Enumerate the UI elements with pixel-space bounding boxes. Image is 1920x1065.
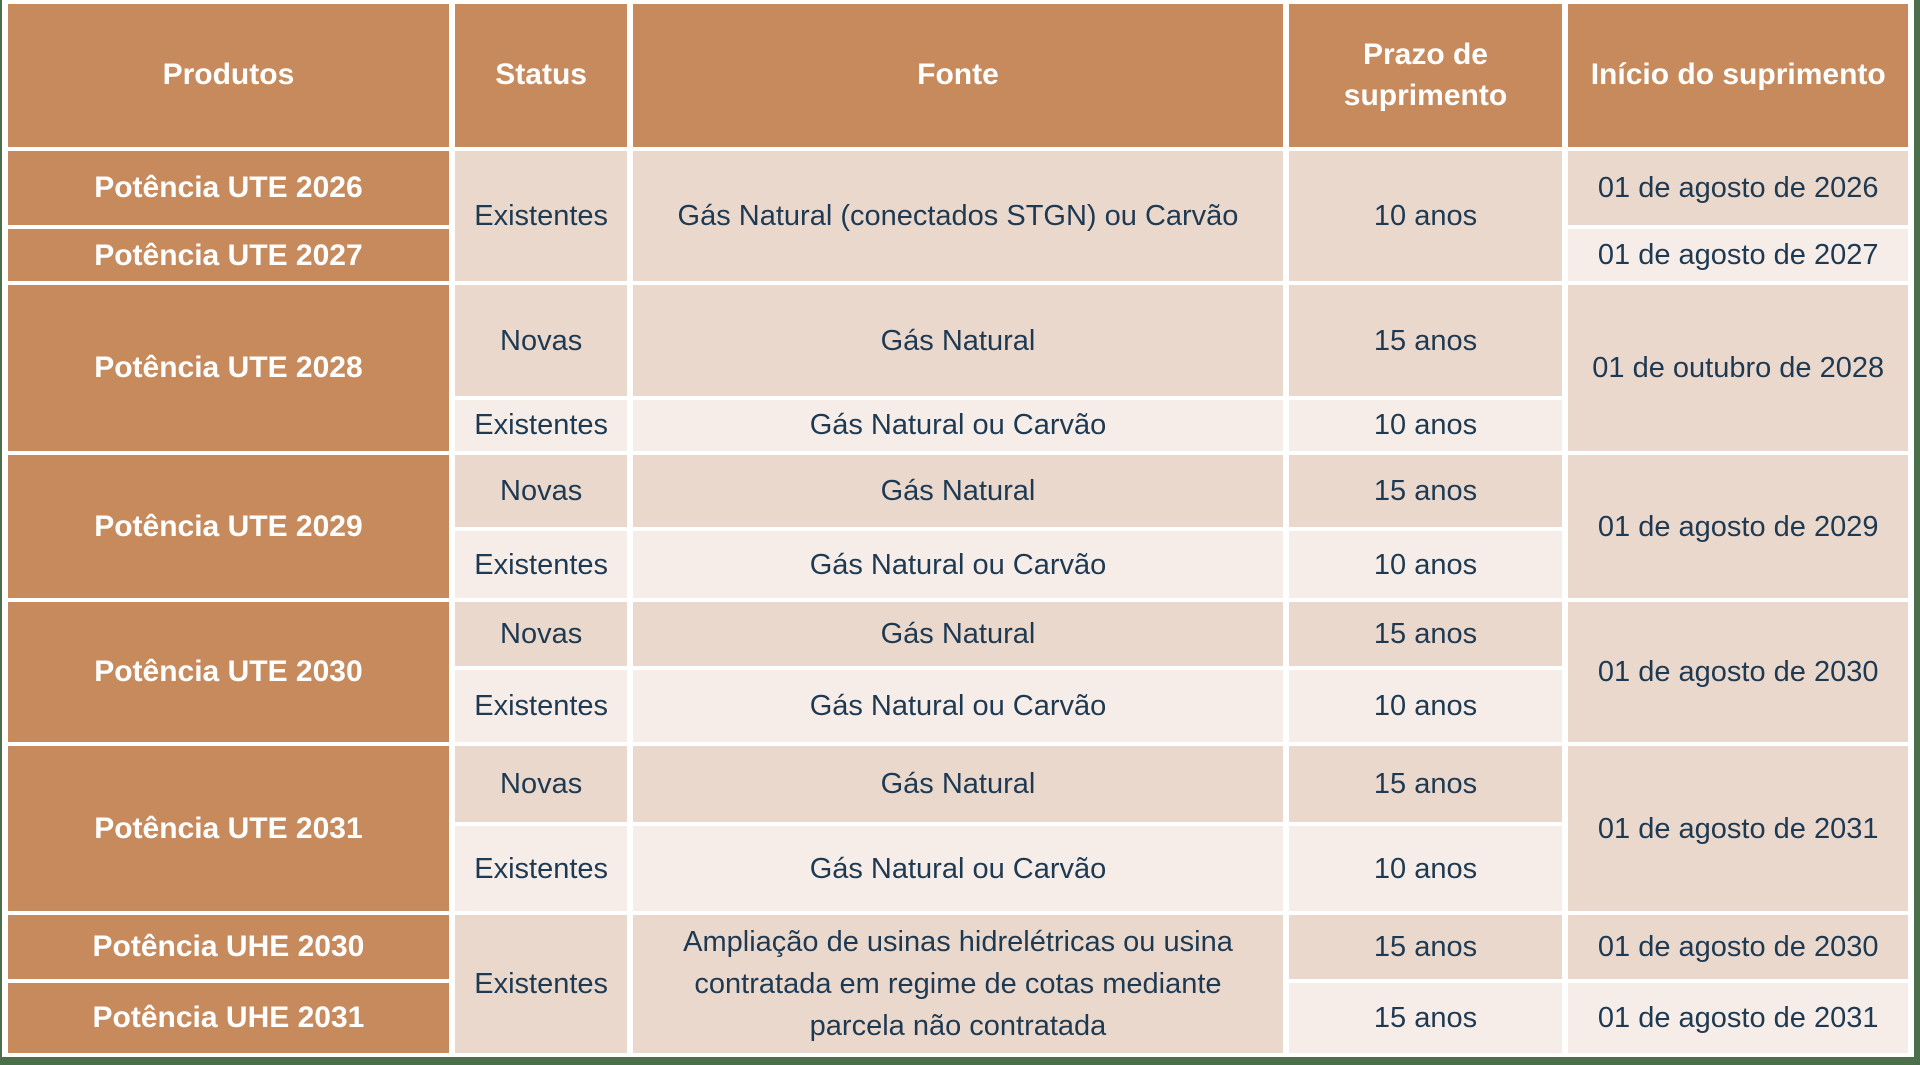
cell-prazo: 15 anos <box>1288 982 1563 1053</box>
cell-status: Existentes <box>454 399 628 451</box>
cell-prazo: 15 anos <box>1288 915 1563 979</box>
table-row: Existentes Gás Natural ou Carvão 10 anos <box>8 399 1908 451</box>
cell-prazo: 15 anos <box>1288 745 1563 823</box>
cell-fonte: Gás Natural ou Carvão <box>633 669 1283 742</box>
cell-prazo: 10 anos <box>1288 151 1563 282</box>
table-row: Potência UTE 2030 Novas Gás Natural 15 a… <box>8 602 1908 742</box>
cell-fonte: Gás Natural ou Carvão <box>633 531 1283 599</box>
cell-produto-ute-2029: Potência UTE 2029 <box>8 454 449 599</box>
cell-fonte: Gás Natural ou Carvão <box>633 826 1283 912</box>
header-prazo-suprimento: Prazo de suprimento <box>1288 4 1563 147</box>
cell-fonte: Gás Natural <box>633 602 1283 666</box>
table-row: Potência UTE 2026 Existentes Gás Natural… <box>8 151 1908 282</box>
cell-inicio: 01 de agosto de 2031 <box>1568 745 1908 912</box>
header-row: Produtos Status Fonte Prazo de supriment… <box>8 4 1908 147</box>
cell-produto-ute-2030: Potência UTE 2030 <box>8 602 449 742</box>
cell-prazo: 10 anos <box>1288 399 1563 451</box>
cell-status: Novas <box>454 745 628 823</box>
header-inicio-suprimento: Início do suprimento <box>1568 4 1908 147</box>
cell-inicio: 01 de agosto de 2030 <box>1568 915 1908 979</box>
cell-prazo: 15 anos <box>1288 454 1563 528</box>
cell-status: Novas <box>454 454 628 528</box>
cell-produto-uhe-2031: Potência UHE 2031 <box>8 982 449 1053</box>
table-row: Potência UTE 2031 Novas Gás Natural 15 a… <box>8 745 1908 912</box>
cell-fonte: Gás Natural <box>633 285 1283 396</box>
cell-fonte: Gás Natural ou Carvão <box>633 399 1283 451</box>
cell-prazo: 10 anos <box>1288 531 1563 599</box>
cell-inicio: 01 de agosto de 2027 <box>1568 229 1908 282</box>
cell-status: Existentes <box>454 151 628 282</box>
table-row: Existentes Gás Natural ou Carvão 10 anos <box>8 669 1908 742</box>
table-row: Potência UHE 2031 15 anos 01 de agosto d… <box>8 982 1908 1053</box>
cell-status: Existentes <box>454 826 628 912</box>
cell-inicio: 01 de outubro de 2028 <box>1568 285 1908 451</box>
cell-prazo: 10 anos <box>1288 669 1563 742</box>
cell-inicio: 01 de agosto de 2026 <box>1568 151 1908 226</box>
table-row: Potência UHE 2030 Existentes Ampliação d… <box>8 915 1908 1053</box>
header-fonte: Fonte <box>633 4 1283 147</box>
cell-status: Existentes <box>454 531 628 599</box>
cell-prazo: 10 anos <box>1288 826 1563 912</box>
cell-fonte: Ampliação de usinas hidrelétricas ou usi… <box>633 915 1283 1053</box>
table-row: Potência UTE 2029 Novas Gás Natural 15 a… <box>8 454 1908 599</box>
cell-fonte: Gás Natural <box>633 745 1283 823</box>
cell-produto-ute-2026: Potência UTE 2026 <box>8 151 449 226</box>
table-row: Existentes Gás Natural ou Carvão 10 anos <box>8 531 1908 599</box>
header-status: Status <box>454 4 628 147</box>
cell-produto-ute-2031: Potência UTE 2031 <box>8 745 449 912</box>
cell-fonte: Gás Natural (conectados STGN) ou Carvão <box>633 151 1283 282</box>
cell-produto-uhe-2030: Potência UHE 2030 <box>8 915 449 979</box>
table-row: Existentes Gás Natural ou Carvão 10 anos <box>8 826 1908 912</box>
cell-status: Novas <box>454 285 628 396</box>
cell-status: Existentes <box>454 669 628 742</box>
cell-status: Existentes <box>454 915 628 1053</box>
cell-inicio: 01 de agosto de 2029 <box>1568 454 1908 599</box>
table-row: Potência UTE 2027 01 de agosto de 2027 <box>8 229 1908 282</box>
table-row: Potência UTE 2028 Novas Gás Natural 15 a… <box>8 285 1908 451</box>
cell-inicio: 01 de agosto de 2031 <box>1568 982 1908 1053</box>
cell-inicio: 01 de agosto de 2030 <box>1568 602 1908 742</box>
cell-status: Novas <box>454 602 628 666</box>
cell-prazo: 15 anos <box>1288 602 1563 666</box>
cell-produto-ute-2028: Potência UTE 2028 <box>8 285 449 451</box>
cell-prazo: 15 anos <box>1288 285 1563 396</box>
cell-produto-ute-2027: Potência UTE 2027 <box>8 229 449 282</box>
header-produtos: Produtos <box>8 4 449 147</box>
cell-fonte: Gás Natural <box>633 454 1283 528</box>
